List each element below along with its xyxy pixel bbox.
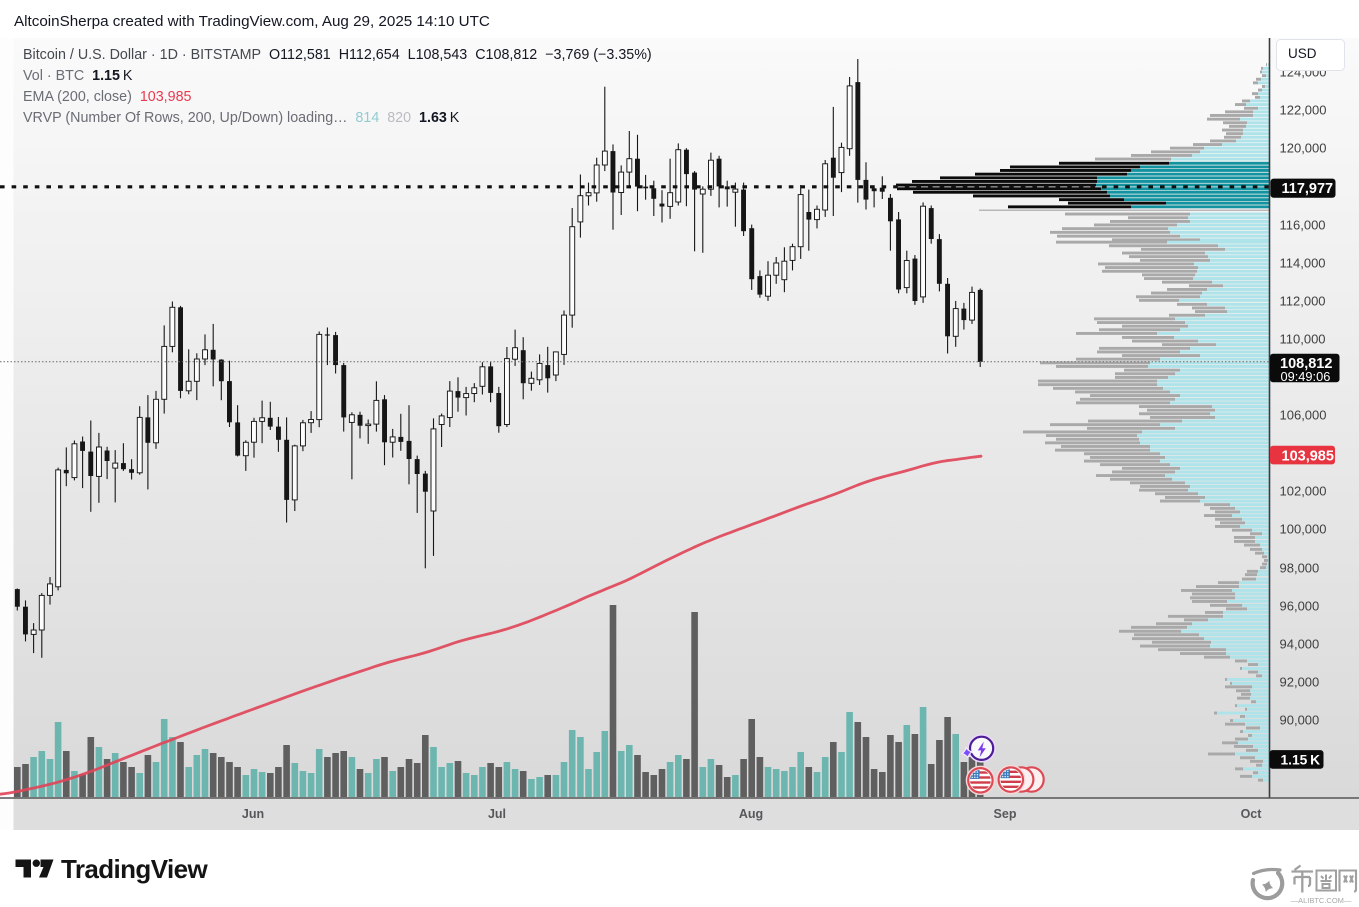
svg-text:USD: USD	[1288, 46, 1317, 61]
svg-text:116,000: 116,000	[1280, 218, 1326, 233]
svg-text:—ALIBTC.COM—: —ALIBTC.COM—	[1291, 896, 1352, 905]
svg-text:94,000: 94,000	[1280, 637, 1320, 652]
svg-text:102,000: 102,000	[1280, 484, 1327, 499]
svg-text:1.15 K: 1.15 K	[1281, 753, 1321, 768]
svg-text:114,000: 114,000	[1280, 256, 1326, 271]
svg-text:Bitcoin / U.S. Dollar · 1D · B: Bitcoin / U.S. Dollar · 1D · BITSTAMP O1…	[23, 47, 652, 63]
svg-text:Sep: Sep	[994, 807, 1017, 821]
svg-text:100,000: 100,000	[1280, 522, 1327, 537]
svg-text:96,000: 96,000	[1280, 599, 1320, 614]
svg-text:112,000: 112,000	[1280, 294, 1326, 309]
svg-text:117,977: 117,977	[1282, 181, 1334, 197]
svg-text:VRVP (Number Of Rows, 200, Up/: VRVP (Number Of Rows, 200, Up/Down) load…	[23, 110, 460, 126]
svg-text:122,000: 122,000	[1280, 103, 1327, 118]
svg-text:09:49:06: 09:49:06	[1281, 369, 1331, 384]
svg-text:Vol · BTC 1.15 K: Vol · BTC 1.15 K	[23, 68, 133, 84]
svg-text:TradingView: TradingView	[61, 854, 208, 884]
svg-text:120,000: 120,000	[1280, 141, 1327, 156]
svg-text:90,000: 90,000	[1280, 713, 1320, 728]
svg-text:108,812: 108,812	[1280, 356, 1332, 372]
svg-text:92,000: 92,000	[1280, 675, 1320, 690]
svg-text:Jun: Jun	[242, 807, 264, 821]
svg-text:EMA (200, close) 103,985: EMA (200, close) 103,985	[23, 89, 192, 105]
svg-text:AltcoinSherpa created with Tra: AltcoinSherpa created with TradingView.c…	[14, 13, 490, 30]
svg-text:Jul: Jul	[488, 807, 506, 821]
svg-text:Oct: Oct	[1241, 807, 1263, 821]
svg-text:106,000: 106,000	[1280, 408, 1327, 423]
svg-text:110,000: 110,000	[1280, 332, 1326, 347]
svg-text:98,000: 98,000	[1280, 561, 1320, 576]
svg-text:103,985: 103,985	[1282, 448, 1334, 464]
svg-text:Aug: Aug	[739, 807, 763, 821]
